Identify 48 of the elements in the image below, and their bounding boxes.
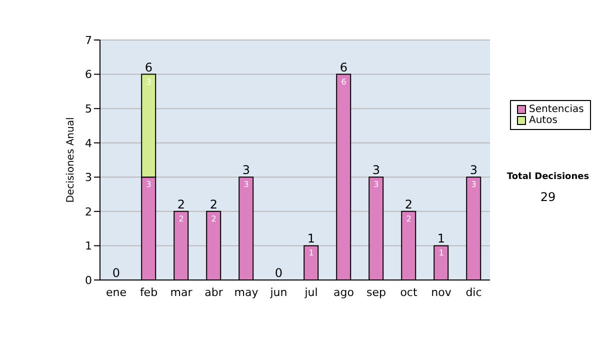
x-tick-label: jun	[269, 286, 288, 299]
total-label: 3	[372, 163, 380, 178]
data-label: 2	[178, 214, 184, 224]
total-label: 2	[404, 197, 413, 212]
data-label: 3	[244, 180, 249, 190]
data-label: 3	[374, 180, 379, 190]
x-tick-label: dic	[466, 286, 482, 299]
data-label: 2	[406, 214, 412, 224]
y-tick-label: 6	[85, 68, 92, 82]
x-tick-label: abr	[204, 286, 224, 299]
x-tick-label: may	[234, 286, 259, 299]
y-tick-label: 5	[85, 102, 92, 116]
text: Total Decisiones	[506, 172, 590, 182]
total-label: 6	[144, 60, 153, 74]
total-label: 0	[274, 266, 283, 280]
data-label: 3	[471, 180, 476, 190]
legend-label: Sentencias	[529, 104, 584, 115]
x-tick-label: ene	[106, 286, 127, 299]
data-label: 6	[341, 77, 346, 86]
x-tick-label: feb	[140, 286, 158, 299]
y-tick-label: 3	[85, 171, 92, 184]
data-label: 3	[146, 180, 152, 190]
x-tick-label: mar	[170, 286, 193, 299]
text: 29	[539, 190, 557, 204]
data-label: 1	[308, 248, 314, 258]
x-tick-label: jul	[304, 286, 318, 299]
data-label: 3	[146, 77, 152, 86]
legend-label: Autos	[529, 115, 558, 126]
y-tick-label: 4	[85, 136, 92, 150]
total-label: 1	[307, 232, 316, 246]
y-axis-title: Decisiones Anual	[66, 117, 77, 203]
total-label: 2	[210, 197, 218, 212]
total-label: 2	[177, 197, 186, 212]
total-label: 6	[340, 60, 348, 74]
total-label: 0	[112, 266, 120, 280]
y-tick-label: 7	[85, 34, 92, 47]
x-tick-label: sep	[366, 286, 386, 299]
y-tick-label: 1	[85, 240, 92, 253]
data-label: 2	[211, 214, 216, 224]
data-label: 1	[438, 248, 444, 258]
y-tick-label: 2	[85, 205, 92, 218]
total-label: 1	[437, 232, 446, 246]
y-tick-label: 0	[85, 274, 92, 287]
total-label: 3	[470, 163, 478, 178]
total-label: 3	[242, 163, 250, 178]
x-tick-label: nov	[431, 286, 452, 299]
x-tick-label: ago	[334, 286, 354, 299]
x-tick-label: oct	[400, 286, 418, 299]
